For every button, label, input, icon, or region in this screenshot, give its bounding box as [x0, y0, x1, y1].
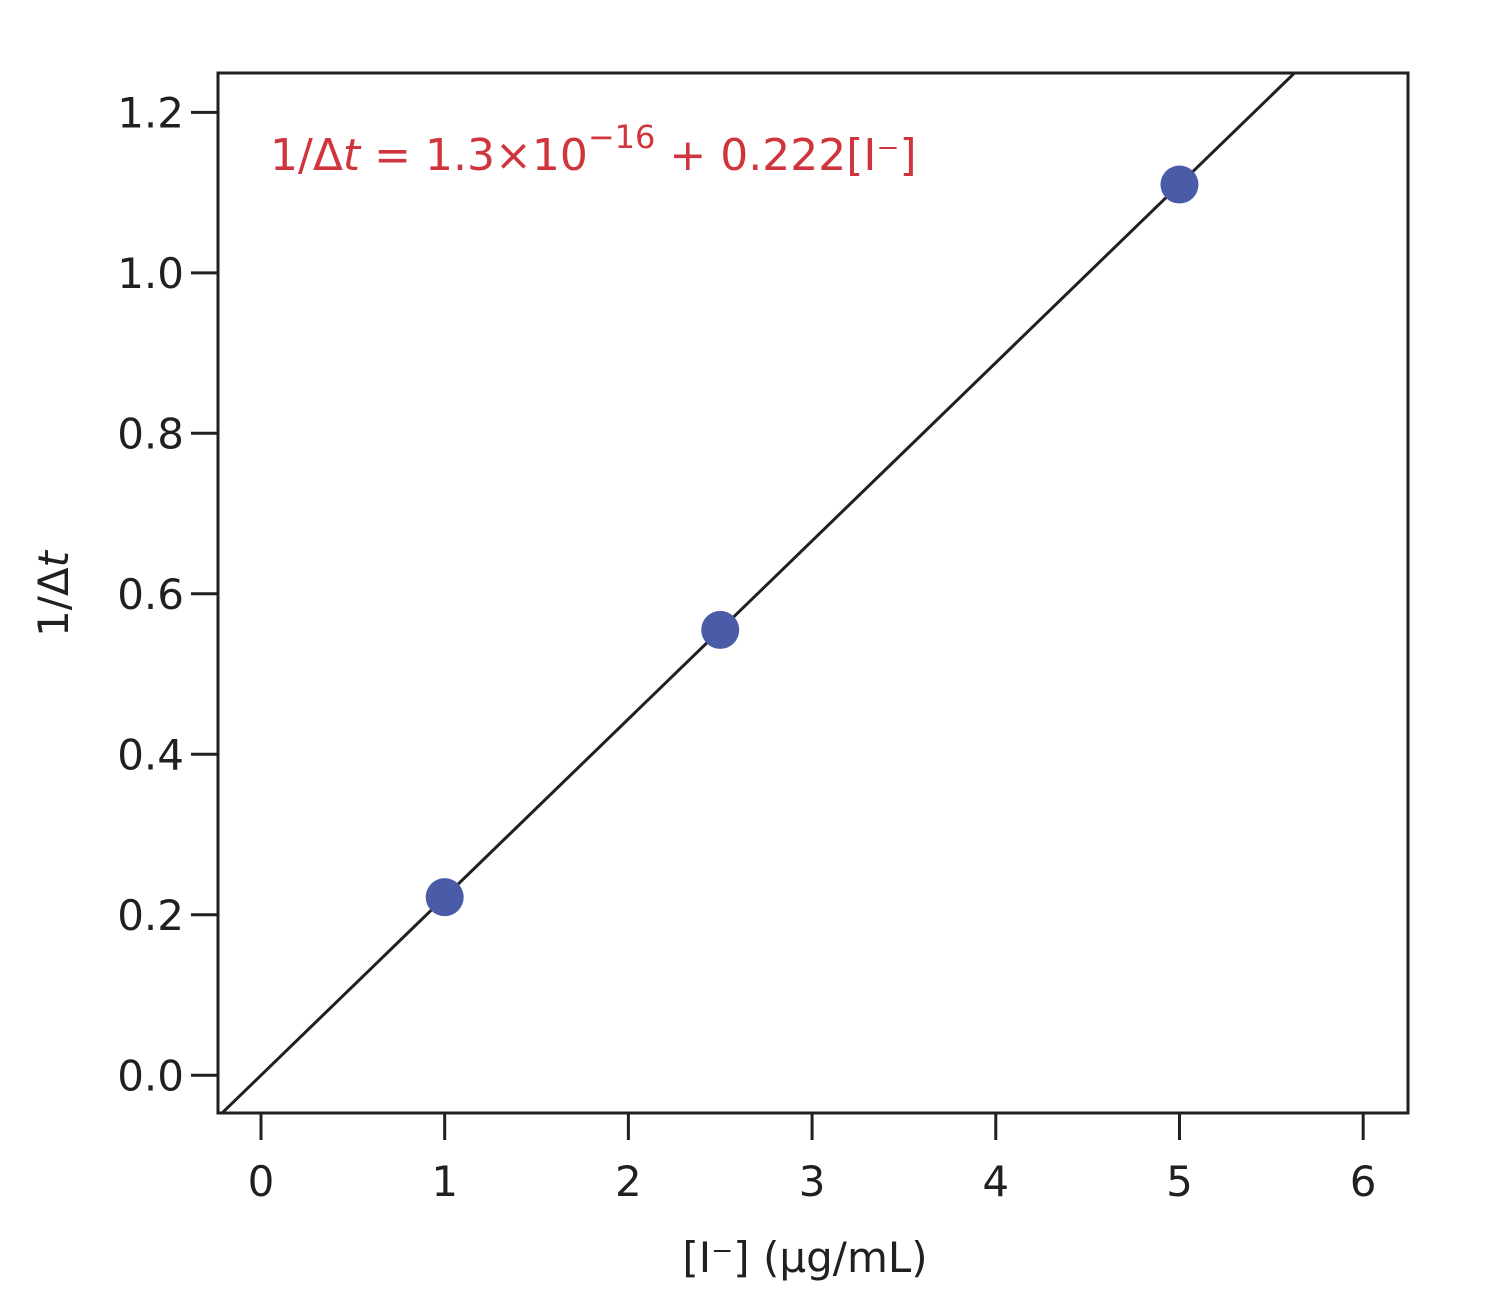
x-axis-label: [I⁻] (μg/mL) — [682, 1233, 927, 1282]
y-axis-label: 1/Δt — [29, 549, 78, 637]
plot-frame — [216, 71, 1410, 1115]
x-tick-label: 3 — [799, 1157, 826, 1206]
y-tick-label: 0.8 — [117, 409, 184, 458]
y-tick-label: 1.2 — [117, 88, 184, 137]
x-tick-label: 5 — [1166, 1157, 1193, 1206]
data-point — [425, 878, 464, 917]
x-tick-label: 2 — [615, 1157, 642, 1206]
data-point — [701, 610, 740, 649]
y-tick-label: 0.6 — [117, 570, 184, 619]
x-tick-label: 6 — [1350, 1157, 1377, 1206]
y-tick-label: 0.0 — [117, 1051, 184, 1100]
data-point — [1160, 165, 1199, 204]
fit-line — [219, 73, 1297, 1113]
y-label-part: t — [29, 549, 78, 567]
y-tick-label: 0.2 — [117, 891, 184, 940]
annotation: 1/Δt = 1.3×10−16 + 0.222[I⁻] — [270, 118, 917, 181]
x-tick-label: 0 — [248, 1157, 275, 1206]
y-label-part: 1/Δ — [29, 567, 78, 637]
annotation-part: t — [343, 130, 362, 181]
x-tick-label: 1 — [431, 1157, 458, 1206]
annotation-part: + 0.222[I⁻] — [655, 130, 916, 181]
y-tick-label: 1.0 — [117, 249, 184, 298]
y-tick-label: 0.4 — [117, 730, 184, 779]
annotation-part: −16 — [588, 118, 656, 156]
x-tick-label: 4 — [982, 1157, 1009, 1206]
annotation-part: 1/Δ — [270, 130, 343, 181]
annotation-part: = 1.3×10 — [360, 130, 588, 181]
